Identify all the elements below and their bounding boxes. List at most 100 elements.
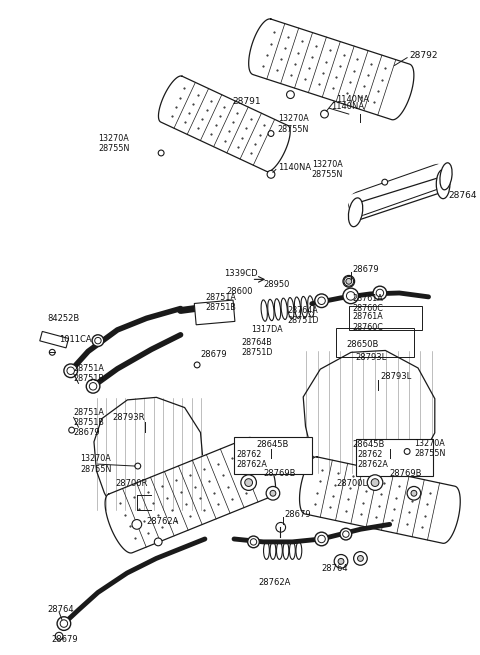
Text: 28764A
28751D: 28764A 28751D xyxy=(288,306,319,325)
Circle shape xyxy=(334,555,348,568)
Circle shape xyxy=(287,91,294,98)
Text: 1140NA: 1140NA xyxy=(331,102,364,111)
Circle shape xyxy=(86,379,100,393)
Circle shape xyxy=(155,538,162,546)
Text: 28762
28762A: 28762 28762A xyxy=(236,449,267,469)
Text: 28679: 28679 xyxy=(353,265,379,274)
Bar xyxy=(356,439,433,476)
Circle shape xyxy=(367,475,383,491)
Circle shape xyxy=(69,427,74,433)
Circle shape xyxy=(340,529,352,540)
Circle shape xyxy=(158,150,164,156)
Text: 28793L: 28793L xyxy=(380,372,411,381)
Polygon shape xyxy=(303,350,435,474)
Text: 28792: 28792 xyxy=(409,51,438,60)
Text: 28751A
28751B: 28751A 28751B xyxy=(73,408,105,427)
Text: 84252B: 84252B xyxy=(48,314,80,323)
Text: 28751A
28751B: 28751A 28751B xyxy=(73,364,105,383)
Text: 28645B: 28645B xyxy=(256,440,289,449)
Text: 28700R: 28700R xyxy=(115,479,148,488)
Circle shape xyxy=(276,523,286,532)
Ellipse shape xyxy=(348,198,363,227)
Circle shape xyxy=(371,479,379,487)
Text: 28764: 28764 xyxy=(322,564,348,572)
Circle shape xyxy=(321,110,328,118)
Polygon shape xyxy=(105,438,276,553)
Text: 13270A
28755N: 13270A 28755N xyxy=(98,134,129,153)
Polygon shape xyxy=(40,331,69,348)
Circle shape xyxy=(57,617,71,630)
Text: 28769B: 28769B xyxy=(390,470,422,478)
Text: 28600: 28600 xyxy=(226,286,253,295)
Text: 28764: 28764 xyxy=(48,605,74,614)
Text: 28679: 28679 xyxy=(51,635,78,644)
Polygon shape xyxy=(94,398,204,512)
Circle shape xyxy=(245,479,252,487)
Text: 1140NA: 1140NA xyxy=(336,95,369,104)
Text: 28650B: 28650B xyxy=(347,340,379,349)
Circle shape xyxy=(135,463,141,469)
Text: 13270A
28755N: 13270A 28755N xyxy=(312,160,343,179)
Circle shape xyxy=(241,475,256,491)
Circle shape xyxy=(344,276,354,286)
Bar xyxy=(336,328,414,357)
Circle shape xyxy=(315,294,328,308)
Circle shape xyxy=(404,449,410,455)
Text: 1339CD: 1339CD xyxy=(224,269,258,278)
Text: 1317DA: 1317DA xyxy=(252,326,283,335)
Circle shape xyxy=(248,536,259,548)
Polygon shape xyxy=(300,457,460,544)
Circle shape xyxy=(49,349,55,355)
Circle shape xyxy=(268,130,274,136)
Circle shape xyxy=(270,491,276,496)
Text: 28764: 28764 xyxy=(448,191,477,200)
Polygon shape xyxy=(194,300,235,325)
Text: 28791: 28791 xyxy=(232,97,261,106)
Text: 28950: 28950 xyxy=(263,280,289,289)
Circle shape xyxy=(407,487,421,500)
Circle shape xyxy=(343,288,359,304)
Circle shape xyxy=(338,559,344,564)
Text: 28762
28762A: 28762 28762A xyxy=(358,449,388,469)
Circle shape xyxy=(354,552,367,565)
Text: 28700L: 28700L xyxy=(336,479,367,488)
Circle shape xyxy=(194,362,200,368)
Ellipse shape xyxy=(440,163,452,190)
Text: 28679: 28679 xyxy=(200,350,227,359)
Text: 28679: 28679 xyxy=(73,428,100,436)
Circle shape xyxy=(92,335,104,346)
Text: 13270A
28755N: 13270A 28755N xyxy=(278,114,309,134)
Circle shape xyxy=(132,519,142,529)
Circle shape xyxy=(346,278,352,284)
Text: 28764B
28751D: 28764B 28751D xyxy=(242,338,273,357)
Text: 28751A
28751B: 28751A 28751B xyxy=(205,293,236,312)
Circle shape xyxy=(343,276,355,287)
Text: 1140NA: 1140NA xyxy=(278,163,311,172)
Text: 28762A: 28762A xyxy=(258,578,291,588)
Text: 1011CA: 1011CA xyxy=(59,335,92,344)
Text: 28769B: 28769B xyxy=(263,470,296,478)
Text: 28679: 28679 xyxy=(285,510,311,519)
Circle shape xyxy=(267,170,275,178)
Circle shape xyxy=(64,364,77,377)
Text: 28761A
28760C: 28761A 28760C xyxy=(353,312,384,332)
Polygon shape xyxy=(249,19,414,120)
Text: 13270A
28755N: 13270A 28755N xyxy=(414,439,445,458)
Circle shape xyxy=(382,179,388,185)
Text: 28793R: 28793R xyxy=(112,413,145,422)
Text: 28793L: 28793L xyxy=(356,352,387,362)
Text: 28761A
28760C: 28761A 28760C xyxy=(353,294,384,313)
Circle shape xyxy=(266,487,280,500)
Bar xyxy=(349,306,422,330)
Ellipse shape xyxy=(436,170,450,198)
Polygon shape xyxy=(158,76,290,172)
Circle shape xyxy=(373,286,387,300)
Circle shape xyxy=(411,491,417,496)
Text: 13270A
28755N: 13270A 28755N xyxy=(81,455,112,474)
Circle shape xyxy=(315,532,328,546)
Circle shape xyxy=(358,555,363,561)
Bar xyxy=(234,437,312,474)
Text: 28645B: 28645B xyxy=(353,440,385,449)
Circle shape xyxy=(55,632,63,640)
Text: 28762A: 28762A xyxy=(146,517,179,526)
